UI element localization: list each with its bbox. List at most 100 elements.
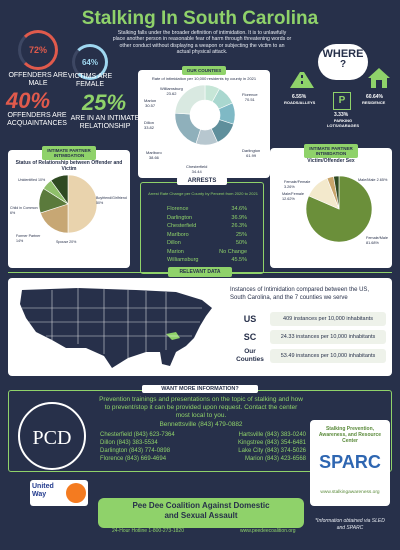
residence-label: RESIDENCE	[362, 100, 386, 105]
relevant-row-value: 24.33 instances per 10,000 inhabitants	[270, 330, 386, 344]
sparc-name: Stalking Prevention, Awareness, and Reso…	[318, 426, 382, 444]
acquaintances-pct: 40%	[6, 88, 51, 113]
contacts-right: Hartsville (843) 383-0240 Kingstree (843)…	[206, 431, 306, 463]
arrest-county: Darlington	[167, 214, 193, 221]
relevant-header: RELEVANT DATA	[168, 267, 232, 277]
contact-entry[interactable]: Dillon (843) 383-5534	[100, 440, 158, 446]
org-banner: Pee Dee Coalition Against Domestic and S…	[98, 498, 304, 528]
sex-slice-label: Female/Male 81.68%	[366, 236, 388, 245]
ipv-sex-card: INTIMATE PARTNER INTIMIDATION Victim/Off…	[270, 144, 392, 268]
roads-pct: 6.55%	[292, 94, 307, 100]
county-value: 33.82	[144, 125, 155, 130]
intimate-label: ARE IN AN INTIMATE RELATIONSHIP	[70, 115, 140, 130]
offenders-male-pct: 72%	[28, 45, 47, 55]
arrest-value: 34.6%	[231, 206, 247, 212]
where-bubble: WHERE ?	[318, 44, 368, 80]
relationship-pie	[38, 174, 98, 234]
our-counties-chart-title: Rate of intimidation per 10,000 resident…	[151, 76, 257, 81]
sparc-url[interactable]: www.stalkingawareness.org	[320, 490, 380, 495]
contact-entry[interactable]: Marion (843) 423-6568	[244, 456, 306, 462]
contact-entry[interactable]: Darlington (843) 774-0898	[100, 448, 171, 454]
arrests-header: ARRESTS	[177, 177, 227, 185]
united-way-icon	[66, 483, 86, 503]
county-value: 23.62	[166, 91, 177, 96]
pdc-logo-text: PCD	[33, 427, 72, 449]
county-donut-slice-5	[174, 112, 201, 144]
arrest-county: Williamsburg	[167, 257, 199, 263]
where-label: WHERE	[322, 48, 364, 60]
victims-female-label: VICTIMS ARE FEMALE	[67, 73, 113, 88]
arrest-county: Marlboro	[167, 231, 189, 238]
county-value: 61.99	[246, 153, 257, 158]
relationship-slice-label: Unidentified 10%	[18, 178, 46, 182]
contact-entry[interactable]: Kingstree (843) 354-6481	[237, 440, 306, 446]
county-name: Marlboro	[146, 150, 162, 155]
county-label-williamsburg: Williamsburg 23.62	[160, 86, 183, 96]
page-title: Stalking In South Carolina	[81, 8, 319, 29]
offenders-male-label: OFFENDERS ARE MALE	[8, 72, 68, 87]
arrest-county: Chesterfield	[167, 223, 197, 229]
relationship-slice-label: Former Partner 14%	[16, 234, 41, 243]
sparc-logo: SPARC	[319, 452, 381, 472]
county-value: 38.66	[148, 155, 159, 160]
contact-entry[interactable]: Florence (843) 669-4694	[100, 456, 167, 462]
county-label-florence: Florence 70.51	[242, 92, 258, 102]
bennettsville-contact[interactable]: Bennettsville (843) 479-0882	[159, 421, 243, 428]
united-way-logo: United Way	[30, 480, 88, 506]
more-info-text: Prevention trainings and presentations o…	[99, 396, 303, 419]
parking-label: PARKING LOTS/GARAGES	[326, 118, 359, 128]
county-name: Chesterfield	[186, 164, 208, 169]
arrest-row: Marlboro 25%	[167, 231, 247, 240]
county-name: Darlington	[242, 148, 261, 153]
sex-slice-label: Male/Female 12.62%	[282, 192, 304, 201]
arrest-county: Marion	[167, 248, 184, 255]
county-name: Williamsburg	[160, 86, 183, 91]
ipv-relationship-header: INTIMATE PARTNER INTIMIDATION	[42, 146, 96, 160]
offenders-male-ring: 72%	[18, 30, 58, 70]
house-icon	[368, 68, 390, 88]
relevant-row-label: Our Counties	[236, 348, 264, 363]
hotline[interactable]: 24-Hour Hotline 1-800-273-1820	[112, 528, 184, 534]
county-label-marlboro: Marlboro 38.66	[146, 150, 162, 160]
road-icon	[290, 72, 314, 88]
arrest-value: 45.5%	[231, 257, 247, 263]
relationship-slice-label: Boyfriend/Girlfriend 50%	[96, 196, 127, 205]
county-label-chesterfield: Chesterfield 34.44	[186, 164, 207, 174]
sex-slice-label: Female/Female 3.26%	[284, 180, 311, 189]
county-name: Florence	[242, 92, 258, 97]
where-question: ?	[339, 59, 347, 70]
contact-entry[interactable]: Chesterfield (843) 623-7364	[100, 432, 175, 438]
arrest-value: 25%	[235, 231, 247, 238]
source-note: *Information obtained via SLED and SPARC	[315, 518, 385, 531]
contact-entry[interactable]: Hartsville (843) 383-0240	[238, 432, 306, 438]
arrest-county: Dillon	[167, 240, 181, 246]
relevant-row: Our Counties 53.49 instances per 10,000 i…	[230, 348, 386, 364]
sex-pie	[305, 175, 373, 243]
ipv-relationship-title: Status of Relationship between Offender …	[15, 160, 123, 172]
county-label-darlington: Darlington 61.99	[242, 148, 260, 158]
relationship-slice-4	[50, 174, 69, 205]
arrests-subtitle: Arrest Rate Change per County by Percent…	[148, 191, 258, 196]
our-counties-card: OUR COUNTIES Rate of intimidation per 10…	[138, 66, 270, 178]
county-value: 34.44	[191, 169, 202, 174]
arrest-value: 26.3%	[231, 223, 247, 229]
relevant-row: SC 24.33 instances per 10,000 inhabitants	[230, 330, 386, 344]
website[interactable]: www.peedeecoalition.org	[240, 528, 296, 534]
parking-pct: 3.33%	[334, 112, 349, 118]
parking-icon-letter: P	[338, 95, 346, 106]
arrest-row: Marion No Change	[167, 248, 247, 257]
sparc-card	[310, 420, 390, 506]
contact-entry[interactable]: Lake City (843) 374-5026	[238, 448, 306, 454]
arrest-row: Darlington 36.9%	[167, 214, 247, 223]
victims-female-ring: 64%	[72, 44, 108, 80]
our-counties-header: OUR COUNTIES	[182, 66, 226, 75]
relationship-slice-label: Spouse 20%	[56, 240, 77, 244]
sex-slice-3	[333, 175, 340, 210]
pdc-logo: PCD	[18, 402, 86, 470]
relevant-row-value: 409 instances per 10,000 inhabitants	[270, 312, 386, 326]
arrest-row: Chesterfield 26.3%	[167, 222, 247, 231]
residence-pct: 60.64%	[366, 94, 383, 100]
arrests-list: Florence 34.6% Darlington 36.9% Chesterfield…	[167, 205, 247, 265]
relationship-slice-1	[40, 203, 69, 234]
relevant-row-label: SC	[243, 332, 257, 342]
